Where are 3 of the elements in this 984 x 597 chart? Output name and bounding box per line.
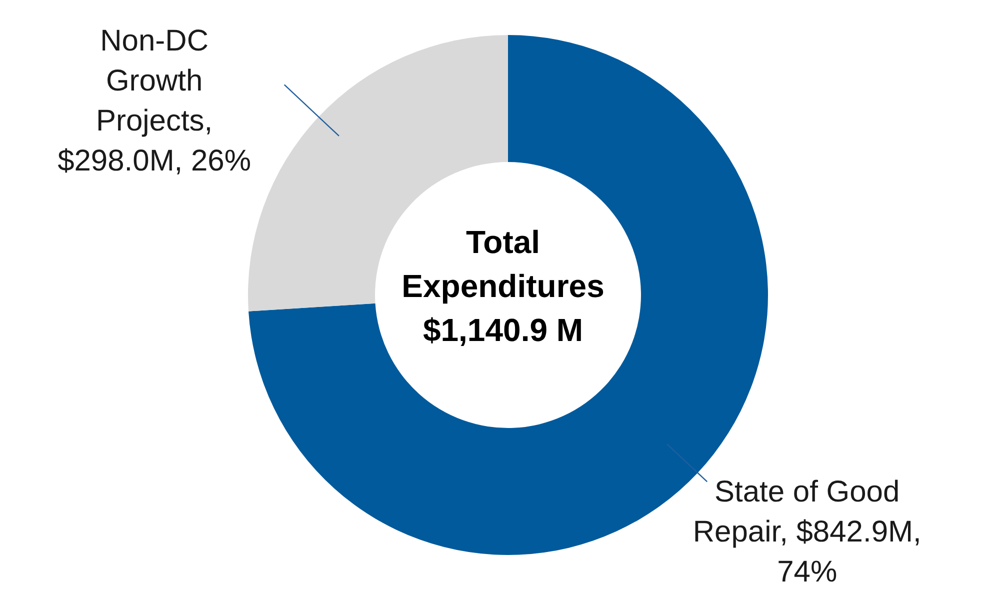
- slice-label: Non-DC Growth Projects, $298.0M, 26%: [58, 24, 252, 178]
- text: Total Expenditures $1,140.9 M: [400, 223, 606, 350]
- slice-label: State of Good Repair, $842.9M, 74%: [692, 476, 922, 589]
